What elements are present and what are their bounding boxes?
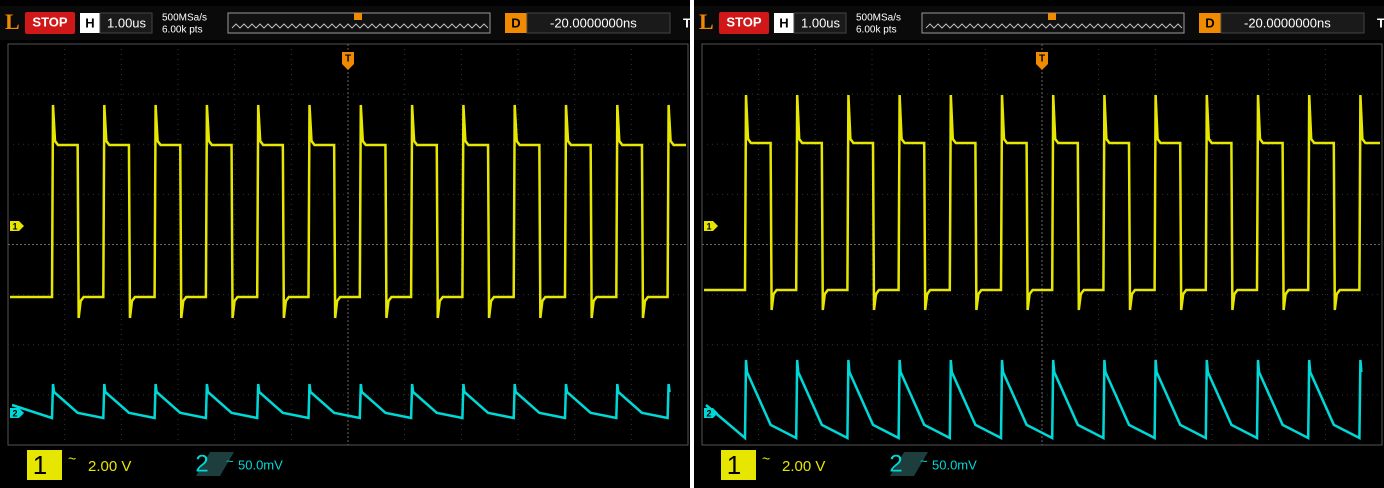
ch2-coupling: ~ xyxy=(920,453,928,468)
logo: L xyxy=(699,9,714,34)
trigger-marker: T xyxy=(345,54,351,65)
timebase-label: H xyxy=(779,15,788,30)
trigger-label: T xyxy=(683,15,691,30)
ch2-label: 2 xyxy=(889,450,902,477)
ch2-label: 2 xyxy=(195,450,208,477)
timebase: 1.00us xyxy=(107,15,147,30)
delay-label: D xyxy=(1205,15,1214,30)
scope-screens: LSTOPH1.00us500MSa/s6.00k ptsD-20.000000… xyxy=(0,0,1384,488)
preview-trigger xyxy=(1048,13,1056,20)
sample-rate: 500MSa/s xyxy=(856,13,901,24)
scope-panel: L STOP H 1.00us 500MSa/s6.00k pts D -20.000000… xyxy=(694,0,1384,488)
status: STOP xyxy=(726,14,761,29)
status: STOP xyxy=(32,14,67,29)
ch2-scale: 50.0mV xyxy=(238,457,283,472)
ch1-coupling: ~ xyxy=(68,451,76,467)
preview-trigger xyxy=(354,13,362,20)
channel-marker: 1 xyxy=(12,221,17,231)
channel-marker: 2 xyxy=(12,408,17,418)
ch1-coupling: ~ xyxy=(762,451,770,467)
scope-panel: L STOP H 1.00us 500MSa/s6.00k pts D -20.000000… xyxy=(0,0,691,488)
trigger-marker: T xyxy=(1039,54,1045,65)
logo: L xyxy=(5,9,20,34)
channel-marker: 1 xyxy=(706,221,711,231)
timebase: 1.00us xyxy=(801,15,841,30)
ch1-scale: 2.00 V xyxy=(782,458,825,475)
ch2-coupling: ~ xyxy=(226,453,234,468)
delay-label: D xyxy=(511,15,520,30)
memory-depth: 6.00k pts xyxy=(856,25,897,36)
delay: -20.0000000ns xyxy=(1244,15,1331,30)
memory-depth: 6.00k pts xyxy=(162,25,203,36)
ch2-scale: 50.0mV xyxy=(932,457,977,472)
sample-rate: 500MSa/s xyxy=(162,13,207,24)
screenshot: LSTOPH1.00us500MSa/s6.00k ptsD-20.000000… xyxy=(0,0,1384,488)
channel-marker: 2 xyxy=(706,408,711,418)
ch1-label: 1 xyxy=(33,450,47,480)
trigger-label: T xyxy=(1377,15,1384,30)
timebase-label: H xyxy=(85,15,94,30)
delay: -20.0000000ns xyxy=(550,15,637,30)
ch1-label: 1 xyxy=(727,450,741,480)
ch1-scale: 2.00 V xyxy=(88,458,131,475)
